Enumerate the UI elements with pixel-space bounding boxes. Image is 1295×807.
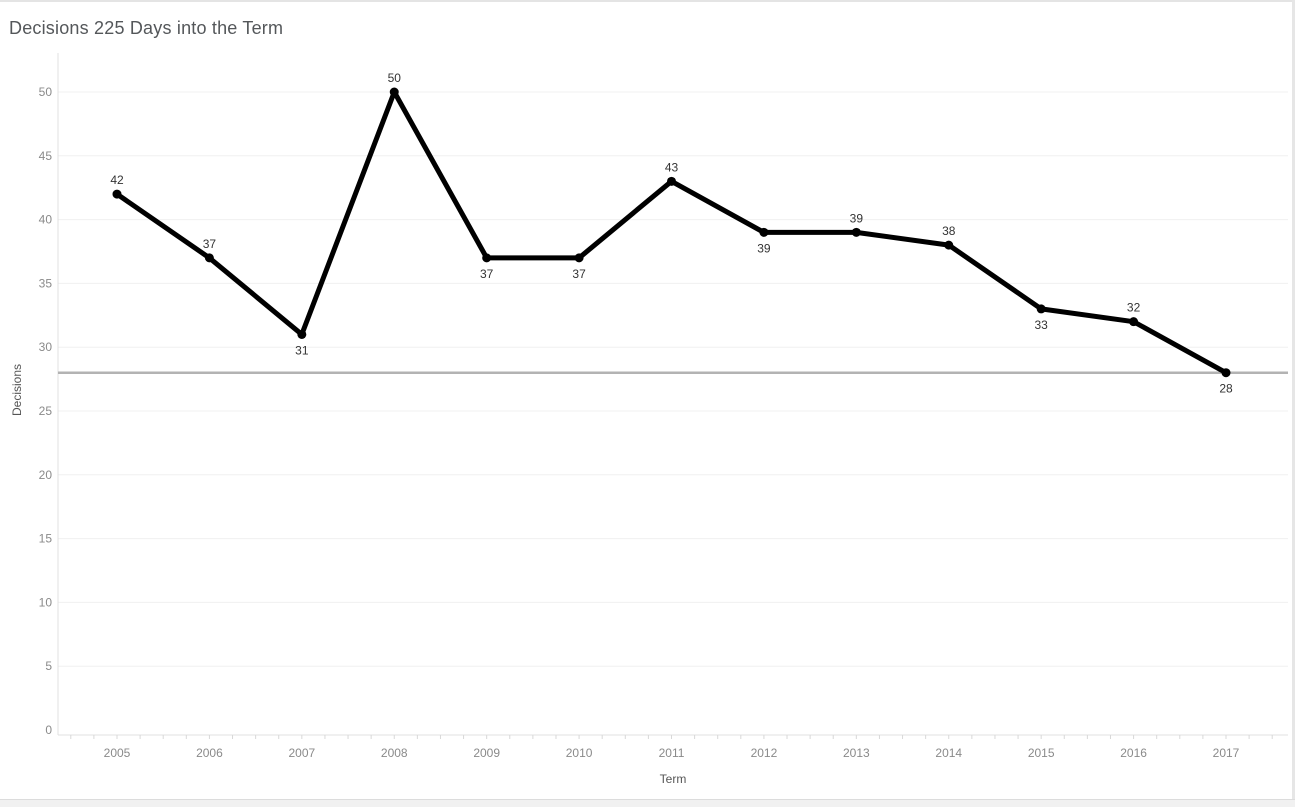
chart-title: Decisions 225 Days into the Term (9, 18, 284, 38)
y-tick-label: 10 (39, 595, 53, 609)
data-point-label: 38 (942, 224, 956, 238)
y-tick-label: 35 (39, 276, 53, 290)
y-tick-label: 15 (39, 532, 53, 546)
data-point-label: 43 (665, 160, 679, 174)
data-point[interactable] (1129, 317, 1139, 327)
y-tick-label: 5 (45, 659, 52, 673)
data-point-label: 39 (850, 211, 864, 225)
data-point[interactable] (297, 329, 307, 339)
x-axis-title: Term (660, 772, 687, 786)
y-tick-label: 40 (39, 213, 53, 227)
data-point[interactable] (574, 253, 584, 263)
data-point[interactable] (759, 227, 769, 237)
data-point[interactable] (1221, 368, 1231, 378)
x-tick-label: 2016 (1120, 746, 1147, 760)
data-point[interactable] (1036, 304, 1046, 314)
x-tick-label: 2011 (659, 746, 685, 760)
data-point[interactable] (389, 87, 399, 97)
x-tick-label: 2010 (566, 746, 593, 760)
y-tick-label: 20 (39, 468, 53, 482)
y-tick-label: 45 (39, 149, 53, 163)
x-tick-label: 2007 (288, 746, 315, 760)
data-point-label: 31 (295, 343, 309, 357)
y-axis-title: Decisions (10, 364, 24, 416)
x-tick-label: 2008 (381, 746, 408, 760)
x-tick-label: 2015 (1028, 746, 1055, 760)
x-tick-label: 2006 (196, 746, 223, 760)
window-right-border (1292, 0, 1295, 799)
x-tick-label: 2013 (843, 746, 870, 760)
window-top-border (0, 0, 1295, 2)
data-point-label: 39 (757, 241, 771, 255)
y-tick-label: 25 (39, 404, 53, 418)
data-point-label: 42 (110, 173, 124, 187)
x-tick-label: 2017 (1213, 746, 1240, 760)
data-point[interactable] (667, 176, 677, 186)
x-tick-label: 2005 (104, 746, 131, 760)
data-point-label: 32 (1127, 301, 1141, 315)
data-point-label: 28 (1219, 382, 1233, 396)
y-tick-label: 50 (39, 85, 53, 99)
data-point-label: 33 (1034, 318, 1048, 332)
bottom-strip (0, 799, 1295, 807)
x-tick-label: 2009 (473, 746, 500, 760)
plot-area: 0 5 10 15 20 25 30 35 40 45 50 2005 2006 2007 2008 2009… (39, 53, 1288, 760)
y-tick-label: 0 (45, 723, 52, 737)
x-tick-label: 2014 (935, 746, 962, 760)
data-point[interactable] (851, 227, 861, 237)
data-point-label: 37 (572, 267, 586, 281)
data-point[interactable] (944, 240, 954, 250)
y-tick-label: 30 (39, 340, 53, 354)
data-point[interactable] (204, 253, 214, 263)
data-point[interactable] (482, 253, 492, 263)
data-point-label: 37 (203, 237, 217, 251)
x-tick-label: 2012 (751, 746, 778, 760)
data-point-label: 50 (388, 71, 402, 85)
data-point-label: 37 (480, 267, 494, 281)
data-point[interactable] (112, 189, 122, 199)
trend-line (114, 89, 1229, 376)
